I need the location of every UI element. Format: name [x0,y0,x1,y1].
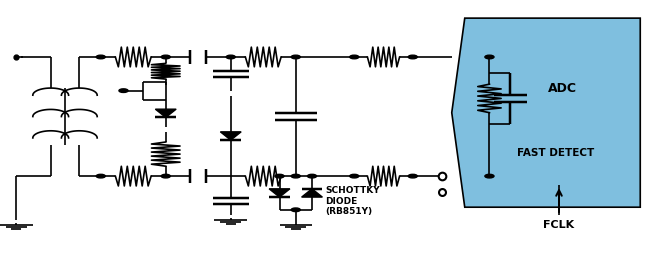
Circle shape [485,55,494,59]
Circle shape [408,174,417,178]
Polygon shape [452,18,640,207]
Circle shape [485,174,494,178]
Circle shape [291,55,300,59]
Circle shape [408,55,417,59]
Circle shape [119,89,128,92]
Circle shape [161,55,170,59]
Circle shape [275,174,284,178]
Circle shape [291,174,300,178]
Circle shape [96,55,105,59]
Text: FAST DETECT: FAST DETECT [517,148,594,158]
Circle shape [226,55,235,59]
Circle shape [161,174,170,178]
Polygon shape [155,109,176,118]
Polygon shape [269,189,290,197]
Circle shape [96,174,105,178]
Text: SCHOTTKY
DIODE
(RB851Y): SCHOTTKY DIODE (RB851Y) [325,186,380,216]
Text: ADC: ADC [548,82,577,95]
Circle shape [291,208,300,212]
Polygon shape [302,189,322,197]
Polygon shape [220,132,241,140]
Circle shape [307,174,317,178]
Circle shape [350,174,359,178]
Circle shape [350,55,359,59]
Text: FCLK: FCLK [543,220,575,230]
